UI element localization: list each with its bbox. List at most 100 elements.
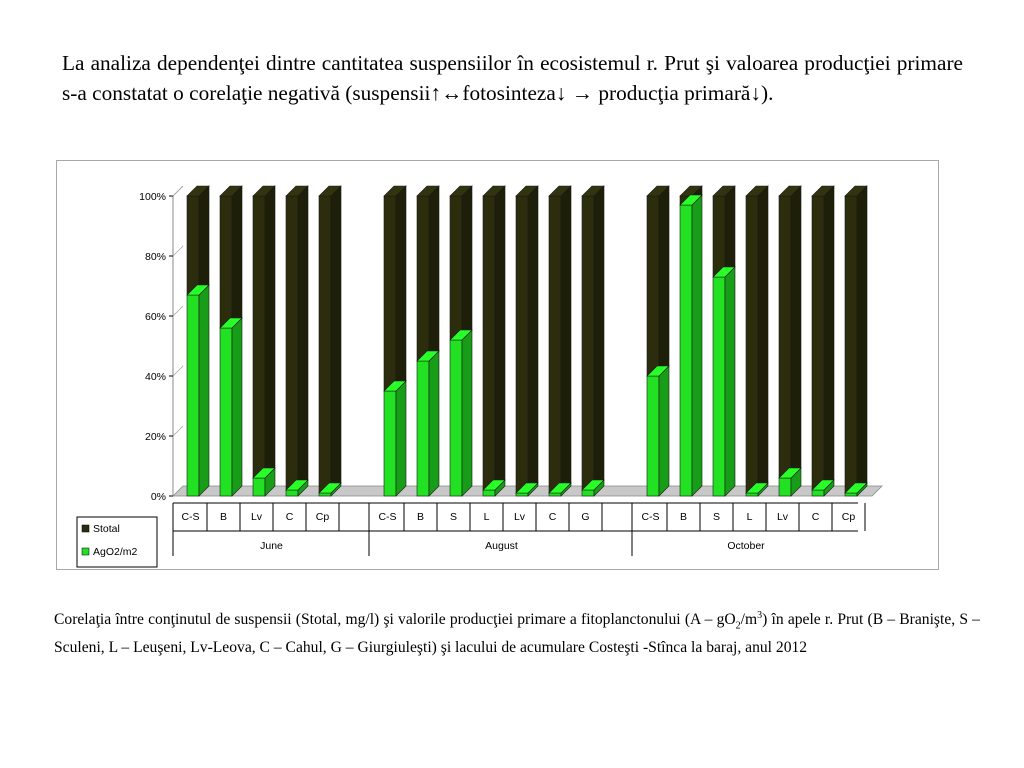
bar-agreen-top	[186, 284, 210, 296]
bar-agreen-top	[515, 482, 539, 494]
intro-paragraph: La analiza dependenţei dintre cantitatea…	[62, 51, 963, 105]
x-tick-label: C	[549, 511, 557, 523]
bar-stotal-top	[646, 185, 670, 197]
bar-stotal	[285, 185, 309, 491]
x-tick-label: L	[747, 511, 753, 523]
bar-agreen-side	[461, 329, 473, 497]
x-tick-label: B	[220, 511, 227, 523]
bar-agreen	[646, 365, 670, 497]
bar-agreen-front	[712, 276, 726, 497]
bar-stotal-top	[679, 185, 703, 197]
bar-agreen	[416, 350, 440, 497]
bar-stotal-front	[811, 195, 825, 491]
bar-agreen-front	[383, 390, 397, 497]
bar-agreen-front	[515, 492, 529, 497]
y-grid-diagonal	[172, 305, 184, 317]
bar-agreen-top	[383, 380, 407, 392]
bar-agreen	[449, 329, 473, 497]
bar-stotal	[383, 185, 407, 392]
bar-agreen-top	[449, 329, 473, 341]
y-tick-label: 40%	[145, 371, 166, 383]
bar-stotal-top	[778, 185, 802, 197]
group-label: August	[485, 540, 518, 552]
bar-agreen-side	[231, 317, 243, 497]
bar-stotal-top	[712, 185, 736, 197]
bar-stotal-side	[428, 185, 440, 362]
bar-stotal-side	[395, 185, 407, 392]
bar-agreen-front	[318, 492, 332, 497]
bar-agreen-top	[581, 479, 605, 491]
bar-agreen-front	[482, 489, 496, 497]
legend-box	[76, 516, 158, 568]
bar-agreen-front	[844, 492, 858, 497]
bar-agreen-top	[318, 482, 342, 494]
bar-agreen	[712, 266, 736, 497]
x-tick-label: L	[484, 511, 490, 523]
bar-stotal-side	[790, 185, 802, 479]
x-tick-label: C-S	[641, 511, 659, 523]
bar-stotal-front	[548, 195, 562, 494]
bar-agreen-top	[219, 317, 243, 329]
bar-stotal-side	[856, 185, 868, 494]
y-grid-diagonal	[172, 245, 184, 257]
bar-agreen-front	[548, 492, 562, 497]
caption-superscript: 3	[757, 610, 763, 621]
bar-stotal-top	[515, 185, 539, 197]
bar-stotal-top	[186, 185, 210, 197]
bar-agreen	[383, 380, 407, 497]
bar-stotal	[515, 185, 539, 494]
bar-agreen	[252, 467, 276, 497]
bar-stotal-side	[494, 185, 506, 491]
bar-stotal	[646, 185, 670, 377]
bar-stotal	[548, 185, 572, 494]
bar-stotal-front	[416, 195, 430, 362]
caption-text-1: Corelaţia între conţinutul de suspensii …	[54, 611, 736, 629]
bar-stotal-front	[252, 195, 266, 479]
bar-stotal-front	[778, 195, 792, 479]
bar-agreen-side	[691, 194, 703, 497]
bar-agreen	[844, 482, 868, 497]
bar-agreen	[778, 467, 802, 497]
x-tick-label: Lv	[251, 511, 263, 523]
bar-agreen-front	[646, 375, 660, 497]
bar-stotal-front	[581, 195, 595, 491]
bar-agreen-side	[395, 380, 407, 497]
bar-stotal-top	[811, 185, 835, 197]
bar-stotal-side	[658, 185, 670, 377]
bar-stotal-top	[383, 185, 407, 197]
y-tick-label: 100%	[139, 191, 166, 203]
group-label: October	[727, 540, 765, 552]
bar-stotal	[186, 185, 210, 296]
bar-agreen	[548, 482, 572, 497]
bar-agreen	[679, 194, 703, 497]
bar-agreen-top	[482, 479, 506, 491]
bar-agreen	[515, 482, 539, 497]
bar-stotal-top	[219, 185, 243, 197]
bar-stotal-top	[449, 185, 473, 197]
bar-agreen-side	[198, 284, 210, 497]
x-tick-label: C-S	[181, 511, 199, 523]
bar-stotal-front	[745, 195, 759, 494]
bar-stotal-side	[297, 185, 309, 491]
bar-stotal-front	[219, 195, 233, 329]
bar-stotal-top	[844, 185, 868, 197]
y-tick-label: 20%	[145, 431, 166, 443]
x-tick-label: B	[680, 511, 687, 523]
bar-stotal	[219, 185, 243, 329]
x-tick-label: Lv	[777, 511, 789, 523]
y-grid-diagonal	[172, 425, 184, 437]
bar-agreen-top	[548, 482, 572, 494]
bar-stotal	[778, 185, 802, 479]
bar-stotal-side	[330, 185, 342, 494]
x-tick-label: C-S	[378, 511, 396, 523]
bar-agreen-top	[844, 482, 868, 494]
bar-agreen	[186, 284, 210, 497]
bar-agreen-side	[428, 350, 440, 497]
caption-text-2: /m	[740, 611, 758, 629]
y-grid-diagonal	[172, 185, 184, 197]
chart-frame: 0% 20% 40% 60% 80% 100% C-S B Lv C Cp June C-S B S L Lv C…	[56, 160, 939, 570]
y-tick-label: 80%	[145, 251, 166, 263]
bar-stotal-front	[844, 195, 858, 494]
bar-stotal-front	[383, 195, 397, 392]
bar-stotal	[745, 185, 769, 494]
